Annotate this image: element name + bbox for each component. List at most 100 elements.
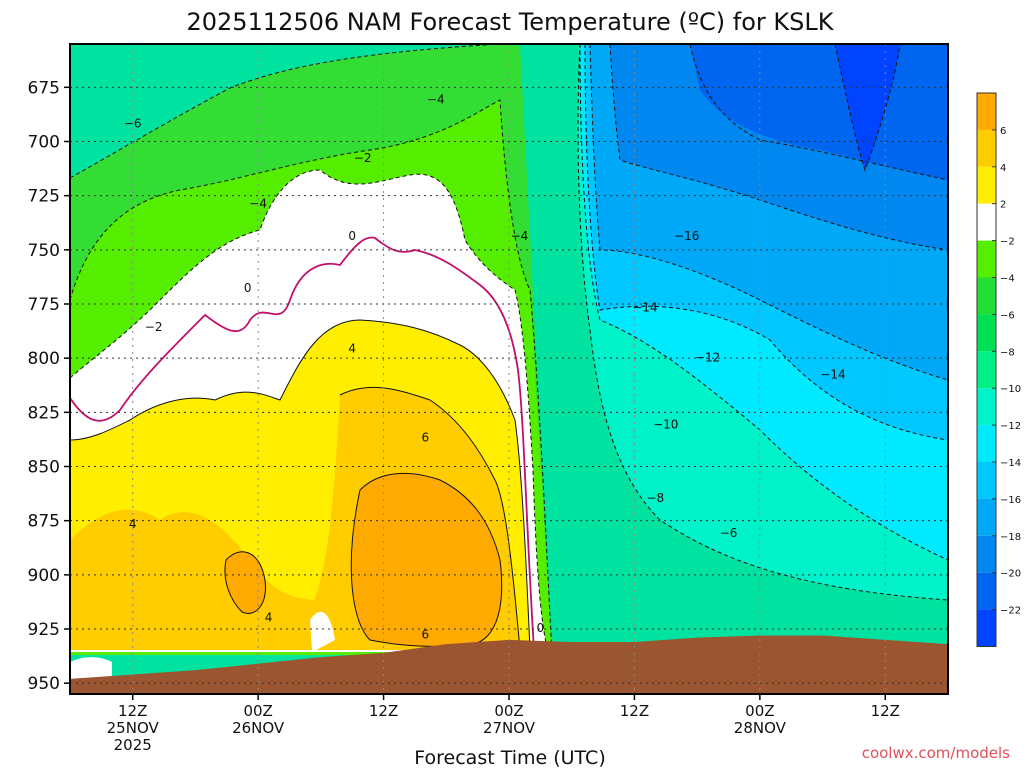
contour-line-minus-18 bbox=[689, 44, 948, 181]
contour-label: −14 bbox=[820, 368, 845, 382]
contour-label: −4 bbox=[511, 229, 529, 243]
colorbar-band bbox=[977, 462, 996, 499]
colorbar-tick-label: −16 bbox=[1000, 495, 1021, 506]
colorbar-tick-label: −22 bbox=[1000, 606, 1021, 617]
colorbar-band bbox=[977, 535, 996, 573]
y-tick-label: 925 bbox=[28, 620, 60, 640]
contour-line-plus-6-small bbox=[224, 551, 266, 614]
contour-line-minus-14 bbox=[589, 44, 948, 381]
y-tick-label: 950 bbox=[28, 674, 60, 694]
x-tick-label: 00Z bbox=[243, 702, 272, 720]
contour-label: 6 bbox=[422, 628, 430, 642]
colorbar-band bbox=[977, 609, 996, 647]
colorbar-tick-label: −20 bbox=[1000, 569, 1021, 580]
colorbar-band bbox=[977, 572, 996, 610]
contour-label: −14 bbox=[632, 301, 657, 315]
contour-line-plus-6 bbox=[350, 472, 503, 647]
y-tick-label: 800 bbox=[28, 349, 60, 369]
contour-line-minus-10 bbox=[579, 44, 948, 561]
colorbar-band bbox=[977, 129, 996, 167]
colorbar-frame bbox=[976, 92, 997, 647]
x-tick-label: 26NOV bbox=[232, 719, 285, 737]
colorbar-tick-label: 6 bbox=[1000, 126, 1006, 137]
credit-link[interactable]: coolwx.com/models bbox=[862, 744, 1010, 762]
contour-line-minus-20 bbox=[834, 44, 901, 172]
colorbar-band bbox=[977, 93, 996, 130]
contour-label: −10 bbox=[653, 418, 678, 432]
contour-label: 4 bbox=[265, 610, 273, 624]
x-tick-label: 12Z bbox=[118, 702, 147, 720]
contour-label: 0 bbox=[244, 281, 252, 295]
x-tick-label: 12Z bbox=[620, 702, 649, 720]
colorbar-tick-label: −14 bbox=[1000, 458, 1021, 469]
terrain-surface bbox=[70, 635, 948, 694]
colorbar-tick-label: −18 bbox=[1000, 532, 1021, 543]
colorbar-band bbox=[977, 314, 996, 352]
colorbar-tick-label: 4 bbox=[1000, 163, 1006, 174]
contour-label: −16 bbox=[674, 229, 699, 243]
contour-label: 6 bbox=[422, 431, 430, 445]
x-tick-label: 2025 bbox=[114, 736, 152, 754]
contour-line-minus-8 bbox=[530, 44, 948, 601]
temperature-fill-layer bbox=[70, 44, 948, 694]
colorbar-band bbox=[977, 388, 996, 426]
y-tick-label: 725 bbox=[28, 187, 60, 207]
contour-label: −2 bbox=[145, 320, 163, 334]
contour-label: −4 bbox=[427, 93, 445, 107]
contour-label: −12 bbox=[695, 350, 720, 364]
colorbar-band bbox=[977, 351, 996, 389]
contour-line-minus-16 bbox=[609, 44, 948, 251]
y-tick-label: 825 bbox=[28, 403, 60, 423]
x-tick-label: 28NOV bbox=[734, 719, 787, 737]
contour-label: −6 bbox=[720, 526, 738, 540]
contour-line-plus-4 bbox=[339, 386, 521, 651]
colorbar-tick-label: −4 bbox=[1000, 274, 1015, 285]
grid-lines bbox=[70, 44, 948, 694]
y-tick-label: 750 bbox=[28, 241, 60, 261]
colorbar-band bbox=[977, 425, 996, 462]
contour-label: 0 bbox=[537, 621, 545, 635]
x-tick-label: 12Z bbox=[871, 702, 900, 720]
colorbar-legend: 6 4 2 −2 −4 −6 −8 −10 −12 −14 −16 −18 −20 −22 bbox=[976, 92, 1021, 647]
y-tick-label: 775 bbox=[28, 295, 60, 315]
contour-label: 4 bbox=[348, 342, 356, 356]
colorbar-band bbox=[977, 277, 996, 315]
contour-line-minus-2 bbox=[70, 169, 549, 653]
colorbar-band bbox=[977, 498, 996, 536]
colorbar-tick-label: −2 bbox=[1000, 237, 1015, 248]
colorbar-tick-label: −6 bbox=[1000, 310, 1015, 321]
colorbar-tick-label: 2 bbox=[1000, 200, 1006, 211]
contour-label: −2 bbox=[354, 151, 372, 165]
x-tick-label: 00Z bbox=[494, 702, 523, 720]
freezing-line-0c bbox=[70, 236, 535, 651]
y-tick-label: 875 bbox=[28, 512, 60, 532]
contour-labels: −6 −4 −4 −2 −2 0 0 4 6 4 4 6 −4 0 −16 −14 −12 −14 −10 −8 −6 bbox=[124, 93, 846, 642]
contour-line-minus-12 bbox=[584, 44, 948, 441]
y-axis: 675 700 725 750 775 800 825 850 875 900 925 950 bbox=[28, 78, 70, 694]
y-tick-label: 900 bbox=[28, 566, 60, 586]
colorbar-band bbox=[977, 203, 996, 241]
contour-label: −4 bbox=[249, 197, 267, 211]
colorbar-band bbox=[977, 240, 996, 278]
y-tick-label: 675 bbox=[28, 78, 60, 98]
x-tick-label: 00Z bbox=[745, 702, 774, 720]
x-tick-label: 25NOV bbox=[107, 719, 160, 737]
colorbar-band bbox=[977, 166, 996, 204]
colorbar-tick-label: −10 bbox=[1000, 384, 1021, 395]
contour-label: 4 bbox=[129, 517, 137, 531]
contour-line-plus-2 bbox=[70, 319, 531, 651]
y-tick-label: 700 bbox=[28, 133, 60, 153]
contour-line-minus-6 bbox=[70, 44, 501, 179]
x-tick-label: 12Z bbox=[369, 702, 398, 720]
x-axis-label: Forecast Time (UTC) bbox=[414, 747, 605, 768]
contour-label: −6 bbox=[124, 116, 142, 130]
contour-line-minus-4 bbox=[70, 99, 553, 656]
y-tick-label: 850 bbox=[28, 458, 60, 478]
x-tick-label: 27NOV bbox=[483, 719, 536, 737]
colorbar-tick-label: −8 bbox=[1000, 347, 1015, 358]
contour-layer bbox=[70, 44, 948, 656]
chart-title: 2025112506 NAM Forecast Temperature (ºC)… bbox=[186, 8, 834, 36]
colorbar-tick-label: −12 bbox=[1000, 421, 1021, 432]
